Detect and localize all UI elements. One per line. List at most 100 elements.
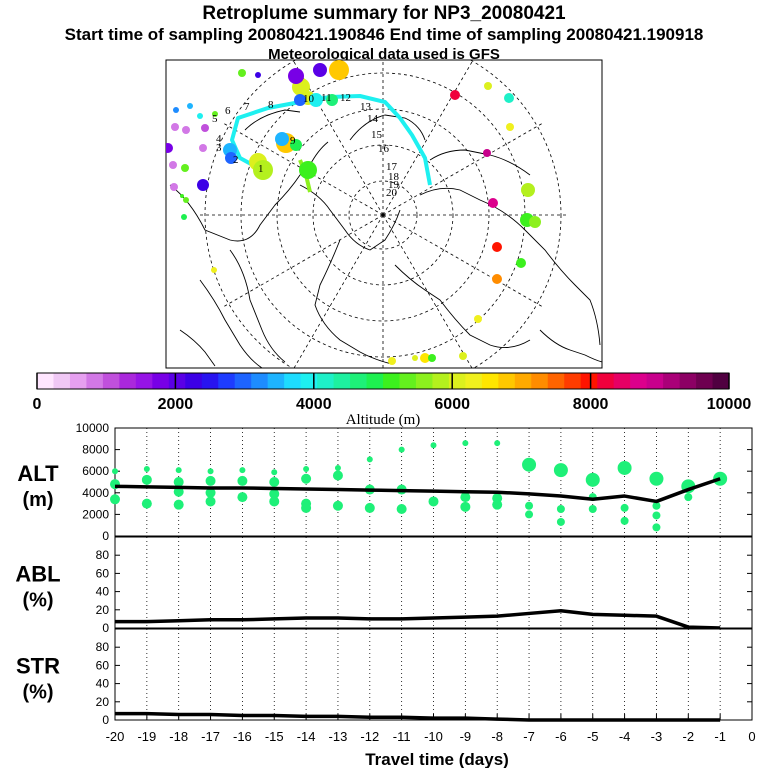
colorbar-cell: [185, 373, 203, 389]
plume-dot: [181, 214, 187, 220]
plume-dot: [420, 353, 430, 363]
x-tick-label: -16: [233, 729, 252, 744]
altitude-point: [269, 488, 280, 499]
plume-dot: [166, 143, 173, 153]
colorbar-cell: [383, 373, 400, 389]
y-tick-label: 10000: [76, 421, 110, 435]
colorbar-cell: [201, 373, 219, 389]
plume-dot: [170, 183, 178, 191]
x-tick-label: -15: [265, 729, 284, 744]
chart-title: Retroplume summary for NP3_20080421: [202, 3, 566, 24]
x-tick-label: 0: [748, 729, 755, 744]
plume-dot: [504, 93, 514, 103]
colorbar-cell: [218, 373, 236, 389]
plume-dot: [516, 258, 526, 268]
altitude-point: [110, 494, 120, 505]
plume-dot: [492, 274, 502, 284]
altitude-point: [173, 486, 184, 497]
path-day-label: 6: [225, 105, 231, 117]
altitude-point: [143, 466, 150, 473]
y-tick-label: 8000: [82, 443, 109, 457]
plume-dot: [197, 113, 203, 119]
colorbar-cell: [119, 373, 137, 389]
x-tick-label: -8: [491, 729, 503, 744]
colorbar-cell: [284, 373, 302, 389]
altitude-point: [525, 501, 534, 510]
altitude-point: [462, 440, 469, 447]
plume-dot: [483, 149, 491, 157]
plume-dot: [474, 315, 482, 323]
altitude-point: [175, 467, 182, 474]
altitude-point: [553, 463, 568, 478]
plume-dot: [211, 267, 217, 273]
y-tick-label: 60: [96, 658, 110, 672]
lat-circle-80: [348, 180, 418, 250]
colorbar-cell: [613, 373, 631, 389]
colorbar-cell: [663, 373, 680, 389]
alt-series-line: [114, 477, 721, 504]
altitude-point: [364, 502, 375, 513]
path-day-label: 17: [386, 161, 398, 173]
colorbar-ticks: 0 2000 4000 6000 8000 10000: [33, 373, 751, 413]
x-tick-label: -11: [393, 729, 411, 744]
altitude-point: [141, 498, 152, 509]
lat-circle-60: [276, 108, 490, 322]
plume-dot: [326, 94, 338, 106]
colorbar-cell: [712, 373, 730, 389]
colorbar-tick-label: 4000: [296, 396, 332, 413]
colorbar-cell: [465, 373, 483, 389]
colorbar-tick-label: 6000: [434, 396, 470, 413]
colorbar-label: Altitude (m): [346, 412, 421, 428]
plume-dot: [171, 123, 179, 131]
x-tick-label: -2: [683, 729, 695, 744]
colorbar-cell: [350, 373, 367, 389]
x-tick-label: -18: [169, 729, 188, 744]
altitude-point: [652, 501, 661, 510]
altitude-point: [237, 492, 248, 503]
path-day-label: 5: [212, 113, 218, 125]
colorbar-cell: [679, 373, 697, 389]
altitude-point: [141, 474, 152, 485]
x-tick-label: -6: [555, 729, 567, 744]
path-day-label: 11: [321, 92, 332, 104]
x-tick-label: -1: [714, 729, 726, 744]
colorbar-cell: [531, 373, 549, 389]
x-tick-label: -20: [106, 729, 125, 744]
plume-dot: [290, 139, 302, 151]
colorbar-cell: [646, 373, 664, 389]
altitude-point: [398, 446, 405, 453]
altitude-point: [207, 468, 214, 475]
x-tick-label: -19: [137, 729, 156, 744]
altitude-point: [588, 505, 597, 513]
altitude-point: [525, 510, 534, 519]
altitude-point: [620, 503, 629, 512]
altitude-point: [492, 499, 503, 510]
path-day-label: 4: [216, 133, 222, 145]
plume-dot: [201, 124, 209, 132]
colorbar-cell: [69, 373, 87, 389]
x-tick-label: -7: [523, 729, 535, 744]
altitude-point: [205, 487, 216, 498]
colorbar-cell: [251, 373, 269, 389]
x-tick-label: -10: [424, 729, 443, 744]
altitude-point: [366, 456, 373, 463]
altitude-point: [494, 440, 501, 447]
path-day-label: 8: [268, 99, 274, 111]
colorbar-cell: [481, 373, 499, 389]
altitude-point: [334, 464, 341, 471]
meridians: [198, 60, 568, 368]
altitude-point: [652, 523, 661, 532]
x-tick-label: -17: [201, 729, 220, 744]
y-axis-label: ALT: [17, 461, 59, 486]
x-tick-label: -4: [619, 729, 631, 744]
path-day-label: 13: [360, 101, 372, 113]
panel-abl: 0 20 40 60 80 ABL (%): [15, 536, 753, 635]
plume-dots: [166, 60, 541, 365]
plume-dot: [255, 72, 261, 78]
x-tick-label: -12: [360, 729, 379, 744]
altitude-point: [271, 469, 278, 476]
altitude-point: [620, 516, 629, 525]
altitude-point: [617, 460, 632, 475]
plume-dot: [197, 179, 209, 191]
